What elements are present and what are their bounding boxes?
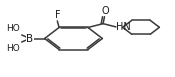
Text: O: O <box>101 6 109 16</box>
Text: HO: HO <box>6 24 20 33</box>
Text: HN: HN <box>116 22 131 32</box>
Text: F: F <box>54 10 60 20</box>
Text: B: B <box>26 33 33 44</box>
Text: HO: HO <box>6 44 20 53</box>
